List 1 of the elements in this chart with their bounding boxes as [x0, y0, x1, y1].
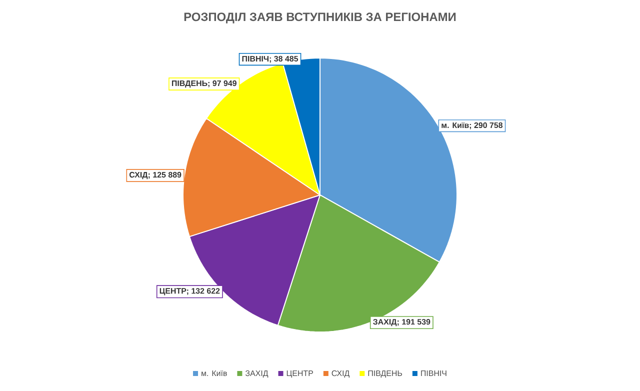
chart-title: РОЗПОДІЛ ЗАЯВ ВСТУПНИКІВ ЗА РЕГІОНАМИ [184, 12, 456, 24]
